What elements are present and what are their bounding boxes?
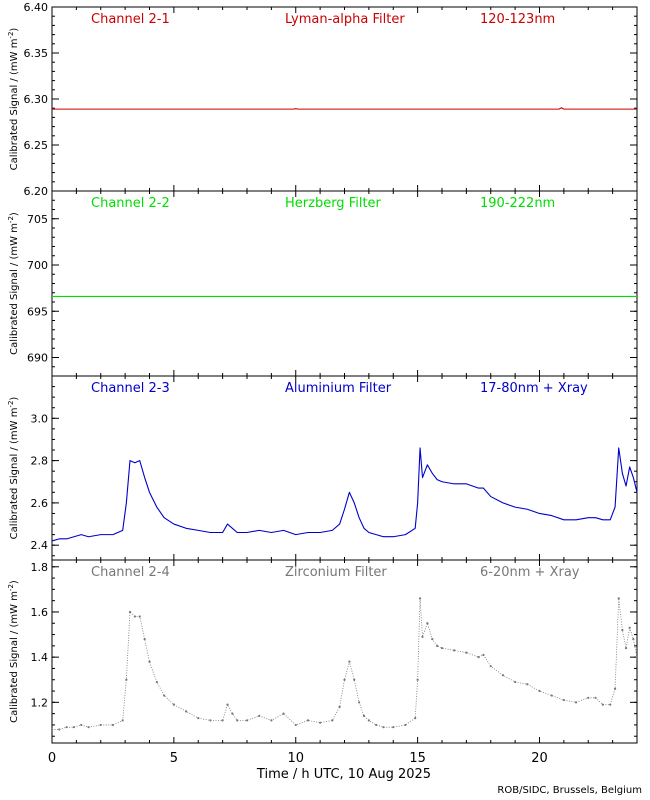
x-tick-label: 15 xyxy=(409,751,426,766)
data-point xyxy=(331,719,334,722)
y-tick-label: 695 xyxy=(27,305,48,318)
data-point xyxy=(319,721,322,724)
data-point xyxy=(635,656,639,659)
channel-title: Channel 2-1 xyxy=(91,12,170,27)
data-point xyxy=(128,610,132,614)
band-title: 17-80nm + Xray xyxy=(480,381,588,396)
data-point xyxy=(453,649,456,652)
filter-title: Zirconium Filter xyxy=(285,565,387,580)
channel-title: Channel 2-3 xyxy=(91,381,170,396)
x-tick-label: 0 xyxy=(48,751,56,766)
panel-channel-2-1: 6.20 6.25 6.30 6.35 6.40 Calibrated Signal / … xyxy=(7,1,638,198)
y-tick-label: 2.4 xyxy=(31,539,49,552)
x-axis: 0 5 10 15 20 xyxy=(48,751,548,766)
band-title: 120-123nm xyxy=(480,12,555,27)
band-title: 6-20nm + Xray xyxy=(480,565,580,580)
filter-title: Aluminium Filter xyxy=(285,381,392,396)
y-axis-label: Calibrated Signal / (mW m-2) xyxy=(7,580,20,723)
filter-title: Herzberg Filter xyxy=(285,196,382,211)
data-point xyxy=(624,647,628,650)
y-tick-label: 1.2 xyxy=(31,696,49,709)
data-point xyxy=(143,637,146,641)
x-tick-label: 20 xyxy=(531,751,548,766)
series-line xyxy=(51,447,638,542)
y-axis-label: Calibrated Signal / (mW m-2) xyxy=(7,397,20,540)
panel-channel-2-2: 690 695 700 705 Calibrated Signal / (mW m-2)… xyxy=(7,190,638,377)
x-tick-label: 10 xyxy=(287,751,304,766)
data-point xyxy=(501,674,505,677)
data-point xyxy=(392,726,395,729)
y-tick-label: 705 xyxy=(27,213,48,226)
y-axis-label: Calibrated Signal / (mW m-2) xyxy=(7,212,20,355)
data-point xyxy=(236,719,239,722)
channel-title: Channel 2-4 xyxy=(91,565,170,580)
data-point xyxy=(209,719,212,722)
y-tick-label: 3.0 xyxy=(31,412,49,425)
y-tick-label: 1.6 xyxy=(31,606,49,619)
x-tick-label: 5 xyxy=(170,751,178,766)
data-point xyxy=(465,651,468,654)
y-tick-label: 6.30 xyxy=(24,93,49,106)
data-point xyxy=(125,678,128,681)
y-tick-label: 6.25 xyxy=(24,139,49,152)
data-point xyxy=(65,726,68,729)
y-tick-label: 2.8 xyxy=(31,455,49,468)
y-tick-label: 1.4 xyxy=(31,651,49,664)
y-axis-label: Calibrated Signal / (mW m-2) xyxy=(7,28,20,171)
series-line xyxy=(52,107,637,110)
y-tick-label: 700 xyxy=(27,259,48,272)
data-point xyxy=(353,678,356,681)
y-tick-label: 690 xyxy=(27,352,48,365)
y-tick-label: 6.40 xyxy=(24,1,49,14)
panels: 6.20 6.25 6.30 6.35 6.40 Calibrated Signal / … xyxy=(7,1,639,744)
y-tick-label: 2.6 xyxy=(31,497,49,510)
channel-title: Channel 2-2 xyxy=(91,196,170,211)
data-point xyxy=(416,678,419,681)
x-axis-label: Time / h UTC, 10 Aug 2025 xyxy=(256,767,431,782)
footer-credit: ROB/SIDC, Brussels, Belgium xyxy=(497,785,642,796)
data-point xyxy=(514,680,517,684)
y-tick-label: 1.8 xyxy=(31,561,49,574)
data-point xyxy=(99,723,102,727)
series-trace xyxy=(52,598,638,730)
data-point xyxy=(338,705,341,708)
data-point xyxy=(601,703,604,706)
data-point xyxy=(382,726,385,729)
data-point xyxy=(617,597,620,600)
panel-channel-2-4: 1.2 1.4 1.6 1.8 Calibrated Signal / (mW m-2)… xyxy=(7,559,639,744)
data-point xyxy=(440,647,444,650)
y-tick-label: 6.35 xyxy=(24,47,49,60)
data-point xyxy=(562,698,565,702)
band-title: 190-222nm xyxy=(480,196,555,211)
data-point xyxy=(632,637,635,641)
filter-title: Lyman-alpha Filter xyxy=(285,12,405,27)
data-point xyxy=(418,597,422,600)
data-point xyxy=(621,628,624,632)
y-tick-label: 6.20 xyxy=(24,185,49,198)
